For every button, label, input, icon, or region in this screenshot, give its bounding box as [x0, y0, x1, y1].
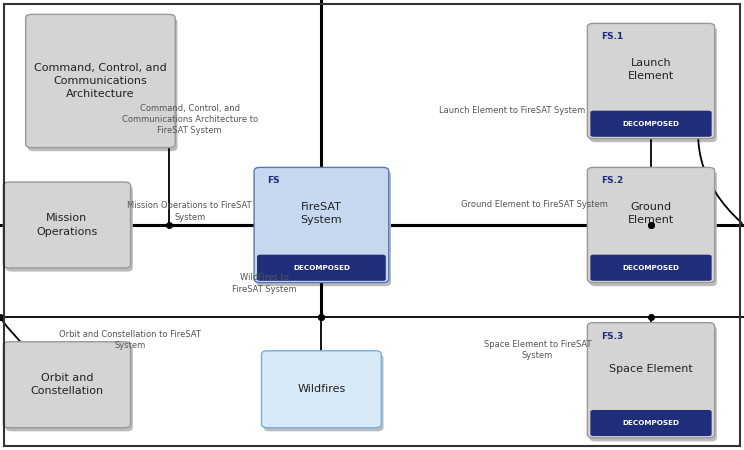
FancyBboxPatch shape [28, 18, 178, 151]
FancyBboxPatch shape [262, 351, 381, 428]
Text: FS.3: FS.3 [601, 332, 623, 341]
Text: Space Element: Space Element [609, 364, 693, 374]
FancyBboxPatch shape [5, 186, 133, 272]
Text: Orbit and
Constellation: Orbit and Constellation [31, 373, 103, 396]
Text: Mission Operations to FireSAT
System: Mission Operations to FireSAT System [127, 202, 252, 221]
Text: FireSAT
System: FireSAT System [301, 202, 342, 225]
Text: Command, Control, and
Communications Architecture to
FireSAT System: Command, Control, and Communications Arc… [122, 104, 257, 135]
Text: DECOMPOSED: DECOMPOSED [293, 265, 350, 271]
Text: Wildfires: Wildfires [298, 384, 345, 394]
FancyBboxPatch shape [588, 23, 714, 139]
FancyBboxPatch shape [588, 167, 714, 283]
Text: FS.2: FS.2 [601, 176, 623, 185]
Text: FS: FS [268, 176, 280, 185]
Text: Ground Element to FireSAT System: Ground Element to FireSAT System [461, 200, 608, 209]
Text: Launch
Element: Launch Element [628, 58, 674, 81]
Text: FS.1: FS.1 [601, 32, 623, 41]
Text: Mission
Operations: Mission Operations [36, 213, 97, 237]
Text: DECOMPOSED: DECOMPOSED [623, 121, 679, 127]
FancyBboxPatch shape [591, 410, 711, 436]
Text: Space Element to FireSAT
System: Space Element to FireSAT System [484, 340, 591, 360]
Text: Launch Element to FireSAT System: Launch Element to FireSAT System [439, 106, 586, 115]
FancyBboxPatch shape [591, 111, 711, 137]
Text: Command, Control, and
Communications
Architecture: Command, Control, and Communications Arc… [34, 63, 167, 99]
FancyBboxPatch shape [264, 355, 384, 431]
Text: DECOMPOSED: DECOMPOSED [623, 420, 679, 426]
FancyBboxPatch shape [588, 323, 714, 438]
Text: WildFires to
FireSAT System: WildFires to FireSAT System [232, 274, 296, 293]
FancyBboxPatch shape [590, 326, 717, 441]
Text: Ground
Element: Ground Element [628, 202, 674, 225]
Text: Orbit and Constellation to FireSAT
System: Orbit and Constellation to FireSAT Syste… [60, 330, 201, 350]
FancyBboxPatch shape [3, 182, 131, 268]
FancyBboxPatch shape [3, 342, 131, 428]
FancyBboxPatch shape [591, 255, 711, 281]
FancyBboxPatch shape [5, 346, 133, 431]
FancyBboxPatch shape [256, 171, 391, 286]
FancyBboxPatch shape [26, 14, 176, 148]
Text: DECOMPOSED: DECOMPOSED [623, 265, 679, 271]
FancyBboxPatch shape [590, 171, 717, 286]
FancyBboxPatch shape [254, 167, 388, 283]
FancyBboxPatch shape [257, 255, 385, 281]
FancyBboxPatch shape [590, 27, 717, 142]
